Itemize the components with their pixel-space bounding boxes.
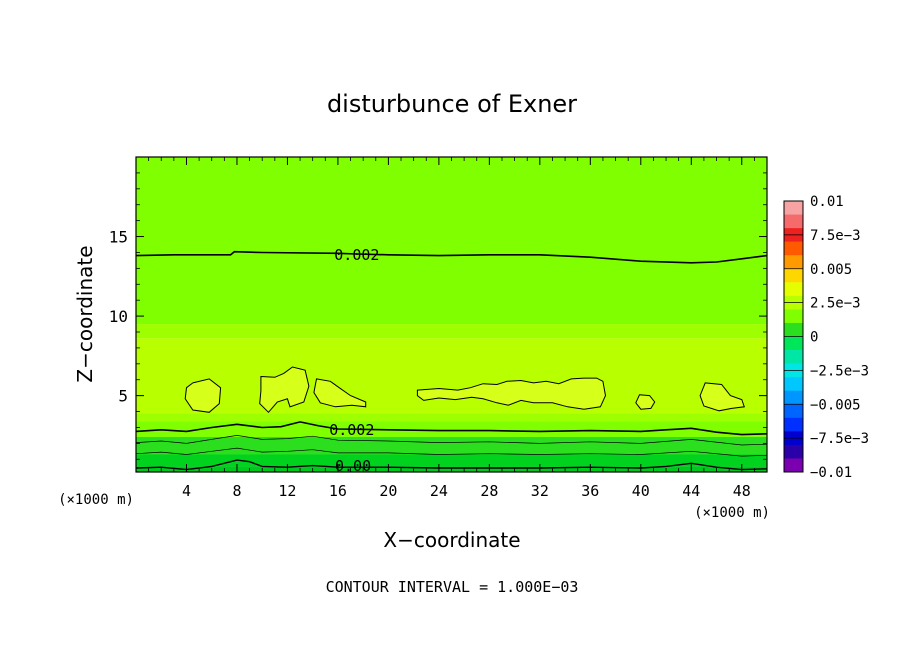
colorbar-label: −2.5e−3 [810,363,869,379]
y-tick-label: 10 [109,307,128,326]
colorbar-cell [784,404,803,419]
y-axis-unit: (×1000 m) [58,492,134,508]
contour-region [635,394,656,410]
colorbar-cell [784,336,803,351]
colorbar-cell [784,282,803,297]
contour-line [136,435,767,446]
field-layer: 0.002 0.002 0.00 [136,157,767,475]
colorbar-cell [784,214,803,229]
colorbar-cell [784,350,803,364]
chart-title: disturbunce of Exner [327,90,577,118]
x-tick-label: 20 [379,482,397,500]
y-axis-label: Z−coordinate [73,245,97,382]
contour-line [136,250,767,264]
colorbar-label: 2.5e−3 [810,296,861,312]
colorbar-cell [784,255,803,270]
contour-region [184,378,222,413]
x-tick-label: 24 [430,482,448,500]
x-tick-label: 44 [682,482,700,500]
colorbar-cell [784,444,803,459]
field-band [136,157,767,325]
contour-label: 0.002 [329,421,374,439]
field-band [136,437,767,455]
contour-region [259,366,310,414]
x-tick-label: 40 [632,482,650,500]
contour-label: 0.002 [334,246,379,264]
field-band [136,421,767,437]
x-tick-label: 48 [733,482,751,500]
colorbar: 0.01 7.5e−3 0.005 2.5e−3 0 −2.5e−3 −0.005 −7.5e… [783,194,869,481]
colorbar-cell [784,417,803,432]
x-tick-label: 12 [278,482,296,500]
colorbar-cell [784,309,803,324]
y-tick-label: 5 [118,387,128,406]
colorbar-label: −7.5e−3 [810,431,869,447]
colorbar-cell [784,458,803,473]
x-axis-unit: (×1000 m) [694,505,770,521]
colorbar-cell [784,241,803,256]
colorbar-cell [784,377,803,391]
colorbar-cell [784,268,803,283]
colorbar-cell [784,201,803,215]
x-tick-label: 28 [480,482,498,500]
x-tick-label: 36 [581,482,599,500]
field-band [136,338,767,414]
colorbar-label: −0.005 [810,397,861,413]
colorbar-label: 0 [810,330,818,346]
colorbar-label: 7.5e−3 [810,228,861,244]
contour-line [136,447,767,457]
colorbar-cell [784,390,803,405]
field-band [136,413,767,422]
contour-label: 0.00 [335,457,371,475]
colorbar-cell [784,322,803,337]
colorbar-label: 0.01 [810,194,844,210]
plot-area: 0.002 0.002 0.00 [135,156,768,475]
contour-line [136,421,767,436]
contour-region [699,382,745,412]
contour-region [313,378,367,408]
x-tick-label: 16 [329,482,347,500]
colorbar-label: −0.01 [810,465,852,481]
y-tick-label: 15 [109,228,128,247]
colorbar-label: 0.005 [810,262,852,278]
x-tick-label: 32 [531,482,549,500]
field-band [136,324,767,339]
x-axis-label: X−coordinate [383,528,520,552]
field-band [136,454,767,467]
contour-region [416,377,607,410]
contour-interval-footer: CONTOUR INTERVAL = 1.000E−03 [326,578,579,596]
x-tick-label: 8 [232,482,241,500]
x-tick-label: 4 [182,482,191,500]
